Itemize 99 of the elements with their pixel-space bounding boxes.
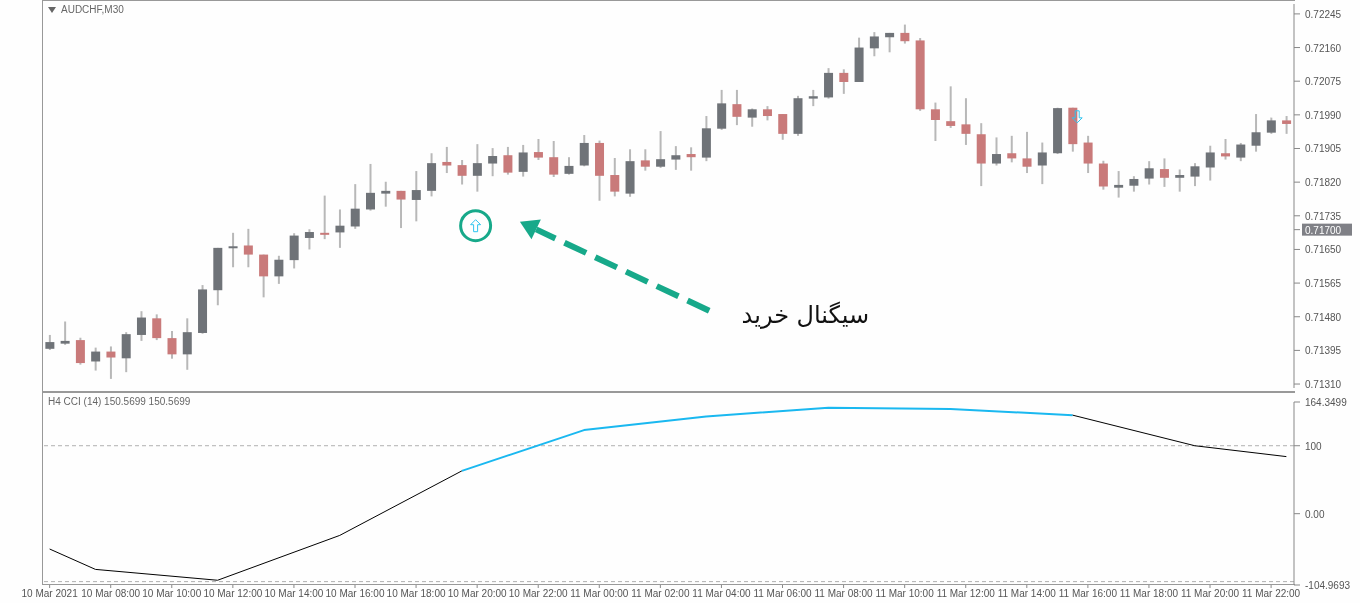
candlestick [1083,134,1093,175]
x-tick-label: 11 Mar 10:00 [875,588,935,600]
candlestick [304,228,314,251]
candlestick [961,97,971,146]
x-tick-label: 10 Mar 14:00 [264,588,324,600]
candlestick [930,101,940,142]
candlestick [579,134,589,168]
x-tick-label: 11 Mar 14:00 [997,588,1057,600]
x-tick-label: 11 Mar 08:00 [814,588,874,600]
x-tick-label: 10 Mar 2021 [21,588,79,600]
x-tick-label: 11 Mar 02:00 [631,588,690,600]
y-tick-label: 0.71820 [1305,177,1342,189]
x-tick-label: 11 Mar 16:00 [1058,588,1118,600]
candlestick [91,346,101,372]
candlestick [1221,137,1231,161]
y-tick-label: 0.71990 [1305,109,1342,121]
candlestick [946,85,956,129]
candlestick [839,68,849,95]
x-tick-label: 10 Mar 20:00 [447,588,508,600]
candlestick [671,145,681,171]
line-series [460,406,1074,472]
candlestick [991,136,1001,167]
candlestick [167,329,177,360]
x-tick-label: 11 Mar 20:00 [1180,588,1240,600]
candlestick [778,113,788,141]
candlestick [350,183,360,230]
candlestick [610,157,620,198]
candlestick [1007,134,1017,164]
candlestick [1190,162,1200,188]
candlestick [1144,160,1154,186]
candlestick [381,180,391,208]
candlestick [1022,130,1032,175]
candlestick [411,170,421,223]
annotation: سیگنال خرید [741,300,870,329]
x-tick-label: 11 Mar 18:00 [1119,588,1179,600]
candlestick [75,336,85,366]
x-tick-label: 11 Mar 12:00 [936,588,996,600]
y-tick-label: 0.71650 [1305,244,1342,256]
candlestick [60,320,70,346]
candlestick [106,345,116,380]
candlestick [228,231,238,269]
y-tick-label: 0.71480 [1305,311,1342,323]
x-tick-label: 10 Mar 22:00 [508,588,569,600]
y-tick-label: 100 [1305,440,1323,452]
candlestick [1159,157,1169,188]
x-tick-label: 10 Mar 18:00 [386,588,446,600]
candlestick [518,143,528,178]
candlestick [396,189,406,230]
candlestick [1205,144,1215,182]
x-tick-label: 11 Mar 22:00 [1242,588,1301,600]
candlestick [274,254,284,285]
y-tick-label: 0.72160 [1305,42,1342,54]
chart-title: AUDCHF,M30 [61,4,124,15]
y-tick-label: 0.71565 [1305,278,1342,290]
candlestick [472,143,482,193]
y-tick-label: 0.71700 [1305,224,1342,236]
x-tick-label: 10 Mar 12:00 [203,588,263,600]
candlestick [1114,170,1124,199]
candlestick [732,88,742,127]
x-tick-label: 11 Mar 04:00 [692,588,751,600]
x-tick-label: 11 Mar 06:00 [753,588,813,600]
candlestick [365,162,375,212]
candlestick [656,130,666,169]
y-tick-label: 0.00 [1305,508,1325,520]
candlestick [136,310,146,342]
candlestick [1098,159,1108,191]
candlestick [457,158,467,186]
candlestick [320,194,330,241]
y-tick-label: 0.71735 [1305,210,1342,222]
y-tick-label: 0.71395 [1305,345,1342,357]
candlestick [686,146,696,172]
y-tick-label: 0.72245 [1305,8,1342,20]
candlestick [549,139,559,178]
candlestick [1251,113,1261,153]
y-tick-label: -104.9693 [1305,580,1351,591]
candlestick [243,227,253,269]
candlestick [1236,141,1246,163]
candlestick [1037,141,1047,186]
candlestick [869,31,879,58]
x-tick-label: 10 Mar 16:00 [325,588,385,600]
x-tick-label: 10 Mar 08:00 [81,588,141,600]
candlestick [900,23,910,45]
line-series [49,470,463,581]
candlestick [503,145,513,176]
y-tick-label: 164.3499 [1305,397,1348,408]
y-tick-label: 0.71905 [1305,143,1342,155]
candlestick [1175,168,1185,193]
candlestick [488,147,498,178]
candlestick [152,313,162,342]
x-tick-label: 10 Mar 10:00 [142,588,202,600]
y-tick-label: 0.72075 [1305,76,1342,88]
candlestick [259,253,269,299]
candlestick [640,148,650,172]
chart-title: H4 CCI (14) 150.5699 150.5699 [48,396,191,407]
y-tick-label: 0.71310 [1305,379,1342,391]
candlestick [533,137,543,161]
candlestick [442,145,452,175]
x-tick-label: 11 Mar 00:00 [570,588,629,600]
candlestick [182,317,192,371]
